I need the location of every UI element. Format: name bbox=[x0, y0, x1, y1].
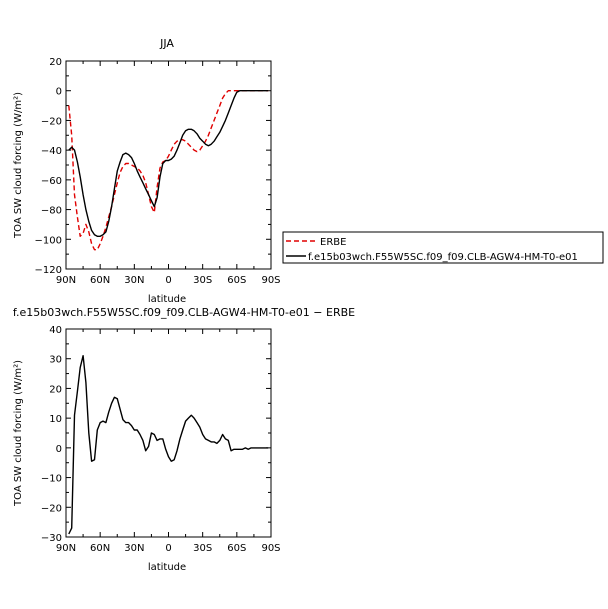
legend-label-model: f.e15b03wch.F55W5SC.f09_f09.CLB-AGW4-HM-… bbox=[308, 252, 578, 263]
bottom-chart-plot-area: 90N 60N 30N 0 30S 60S 90S −30 −20 −10 0 10 20 30 40 bbox=[41, 325, 281, 554]
x-tick-label: 90S bbox=[261, 543, 280, 554]
top-chart-plot-area: 90N 60N 30N 0 30S 60S 90S −120 −100 −80 −60 −40 −20 0… bbox=[35, 57, 281, 286]
x-tick-label: 30N bbox=[124, 275, 144, 286]
top-chart-title: JJA bbox=[159, 37, 174, 50]
bottom-chart-title: f.e15b03wch.F55W5SC.f09_f09.CLB-AGW4-HM-… bbox=[13, 306, 355, 319]
x-tick-label: 30S bbox=[193, 543, 212, 554]
y-tick-label: 10 bbox=[49, 414, 62, 425]
y-tick-label: 20 bbox=[49, 57, 62, 68]
x-tick-label: 0 bbox=[165, 275, 171, 286]
y-tick-label: −40 bbox=[41, 146, 62, 157]
x-tick-label: 30S bbox=[193, 275, 212, 286]
y-tick-label: −100 bbox=[35, 235, 62, 246]
x-tick-label: 90N bbox=[56, 543, 76, 554]
legend-label-erbe: ERBE bbox=[320, 237, 346, 248]
y-tick-label: 40 bbox=[49, 325, 62, 336]
bottom-chart-y-axis-title: TOA SW cloud forcing (W/m²) bbox=[13, 360, 24, 507]
x-tick-label: 30N bbox=[124, 543, 144, 554]
y-tick-label: −20 bbox=[41, 503, 62, 514]
y-tick-label: −60 bbox=[41, 176, 62, 187]
x-tick-label: 90S bbox=[261, 275, 280, 286]
series-line-erbe bbox=[68, 89, 269, 251]
series-line-difference bbox=[68, 355, 269, 535]
y-tick-label: 0 bbox=[56, 444, 62, 455]
top-chart-legend: ERBE f.e15b03wch.F55W5SC.f09_f09.CLB-AGW… bbox=[282, 231, 604, 264]
top-chart-y-axis-title: TOA SW cloud forcing (W/m²) bbox=[13, 92, 24, 239]
x-tick-label: 60N bbox=[90, 543, 110, 554]
x-tick-label: 0 bbox=[165, 543, 171, 554]
top-chart-x-axis-title: latitude bbox=[148, 294, 186, 305]
x-tick-label: 60S bbox=[227, 543, 246, 554]
x-tick-label: 90N bbox=[56, 275, 76, 286]
legend-box bbox=[282, 231, 604, 264]
series-line-model bbox=[68, 89, 269, 238]
top-chart-panel: JJA 90N 60N 30N 0 30S 60S 90S −120 −100 −80 −60 −40… bbox=[13, 37, 281, 305]
y-tick-label: −30 bbox=[41, 533, 62, 544]
x-tick-label: 60N bbox=[90, 275, 110, 286]
y-tick-label: −20 bbox=[41, 116, 62, 127]
y-tick-label: 30 bbox=[49, 355, 62, 366]
bottom-chart-panel: f.e15b03wch.F55W5SC.f09_f09.CLB-AGW4-HM-… bbox=[13, 306, 355, 573]
y-tick-label: −120 bbox=[35, 265, 62, 276]
bottom-chart-x-axis-title: latitude bbox=[148, 562, 186, 573]
y-tick-label: 20 bbox=[49, 384, 62, 395]
y-tick-label: 0 bbox=[56, 87, 62, 98]
y-tick-label: −10 bbox=[41, 474, 62, 485]
plot-frame bbox=[65, 60, 272, 270]
x-tick-label: 60S bbox=[227, 275, 246, 286]
y-tick-label: −80 bbox=[41, 206, 62, 217]
